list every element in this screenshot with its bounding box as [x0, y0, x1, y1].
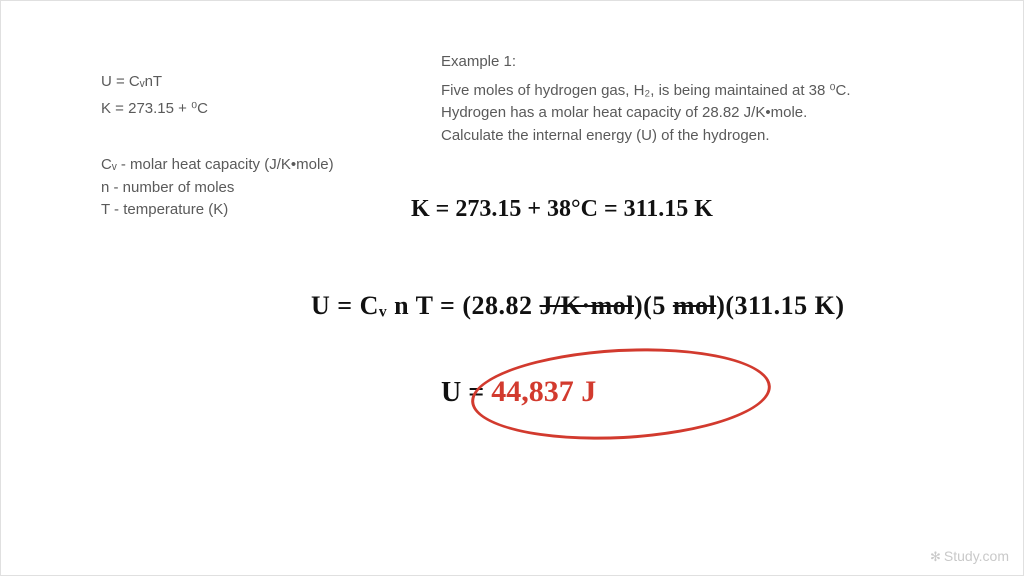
example-title: Example 1:	[441, 51, 961, 74]
example-line-2: Hydrogen has a molar heat capacity of 28…	[441, 102, 961, 125]
handwriting-k-calc: K = 273.15 + 38°C = 311.15 K	[411, 196, 713, 223]
example-line-1: Five moles of hydrogen gas, H₂, is being…	[441, 80, 961, 103]
page: U = CᵥnT K = 273.15 + ⁰C Cᵥ - molar heat…	[0, 0, 1024, 576]
watermark-text: Study.com	[944, 548, 1009, 564]
formula-k: K = 273.15 + ⁰C	[101, 98, 391, 121]
watermark: ✻Study.com	[930, 548, 1009, 565]
answer-circle	[469, 341, 773, 447]
def-cv: Cᵥ - molar heat capacity (J/K•mole)	[101, 154, 391, 177]
handwriting-u-calc: U = Cᵥ n T = (28.82 J/K·mol)(5 mol)(311.…	[311, 291, 844, 321]
def-n: n - number of moles	[101, 177, 391, 200]
u-calc-unit1: J/K·mol	[540, 291, 635, 320]
definitions: Cᵥ - molar heat capacity (J/K•mole) n - …	[101, 154, 391, 222]
u-calc-mid: )(5	[634, 291, 673, 320]
right-column: Example 1: Five moles of hydrogen gas, H…	[441, 51, 961, 147]
example-line-3: Calculate the internal energy (U) of the…	[441, 125, 961, 148]
u-calc-suffix: )(311.15 K)	[716, 291, 844, 320]
left-column: U = CᵥnT K = 273.15 + ⁰C Cᵥ - molar heat…	[101, 71, 391, 222]
formula-u: U = CᵥnT	[101, 71, 391, 94]
gear-icon: ✻	[930, 549, 941, 565]
u-calc-unit2: mol	[673, 291, 716, 320]
def-t: T - temperature (K)	[101, 199, 391, 222]
u-calc-prefix: U = Cᵥ n T = (28.82	[311, 291, 540, 320]
